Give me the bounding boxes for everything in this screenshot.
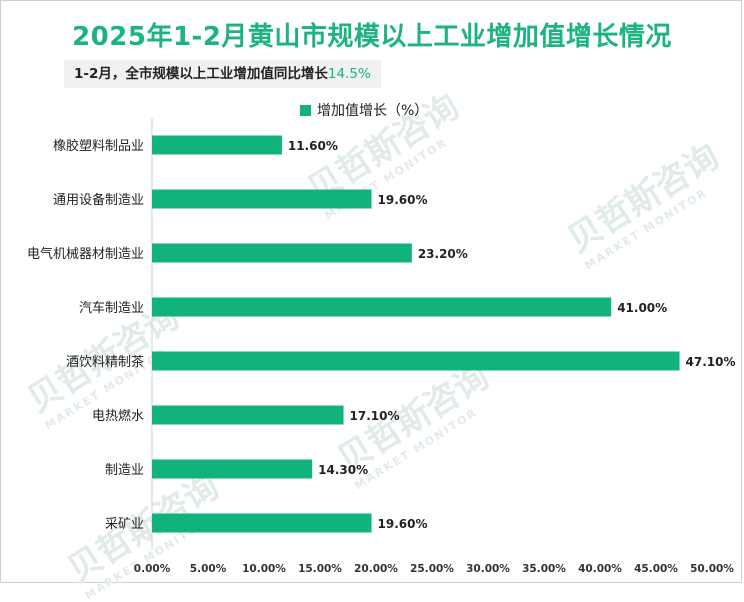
x-tick-label: 5.00% <box>190 563 227 575</box>
chart-legend: 增加值增长（%） <box>300 100 428 120</box>
x-tick-label: 10.00% <box>242 563 286 575</box>
x-tick-label: 40.00% <box>578 563 622 575</box>
category-label: 橡胶塑料制品业 <box>53 138 144 154</box>
category-label: 电气机械器材制造业 <box>27 246 144 262</box>
x-tick-label: 45.00% <box>634 563 678 575</box>
bar <box>152 459 313 479</box>
data-label: 23.20% <box>418 247 468 261</box>
data-label: 11.60% <box>288 139 338 153</box>
data-label: 19.60% <box>378 517 428 531</box>
subtitle-text: 1-2月，全市规模以上工业增加值同比增长 <box>74 66 328 82</box>
category-label: 酒饮料精制茶 <box>66 354 144 370</box>
chart-title: 2025年1-2月黄山市规模以上工业增加值增长情况 <box>72 22 672 52</box>
legend-label: 增加值增长（%） <box>317 103 429 119</box>
bar <box>152 351 680 371</box>
data-label: 41.00% <box>617 301 667 315</box>
category-label: 制造业 <box>105 463 144 478</box>
bar <box>152 243 412 263</box>
x-tick-label: 20.00% <box>354 563 398 575</box>
chart-subtitle: 1-2月，全市规模以上工业增加值同比增长14.5% <box>64 60 381 88</box>
x-tick-label: 30.00% <box>466 563 510 575</box>
bar-chart: 橡胶塑料制品业 11.60% 通用设备制造业 19.60% 电气机械器材制造业 23.20… <box>27 118 736 575</box>
data-label: 19.60% <box>378 193 428 207</box>
category-label: 采矿业 <box>105 517 144 532</box>
subtitle-value: 14.5% <box>327 66 371 82</box>
chart-frame <box>0 0 742 583</box>
data-label: 47.10% <box>686 355 736 369</box>
x-tick-label: 50.00% <box>690 563 734 575</box>
x-tick-label: 35.00% <box>522 563 566 575</box>
bar <box>152 405 344 425</box>
data-label: 14.30% <box>318 463 368 477</box>
bar <box>152 135 282 155</box>
category-label: 通用设备制造业 <box>53 192 144 208</box>
x-tick-label: 0.00% <box>134 563 171 575</box>
category-label: 汽车制造业 <box>79 300 144 316</box>
bar <box>152 189 372 209</box>
bar <box>152 513 372 533</box>
category-label: 电热燃水 <box>92 408 144 424</box>
bar <box>152 297 612 317</box>
data-label: 17.10% <box>350 409 400 423</box>
x-tick-label: 25.00% <box>410 563 454 575</box>
x-tick-label: 15.00% <box>298 563 342 575</box>
legend-swatch <box>300 104 311 116</box>
